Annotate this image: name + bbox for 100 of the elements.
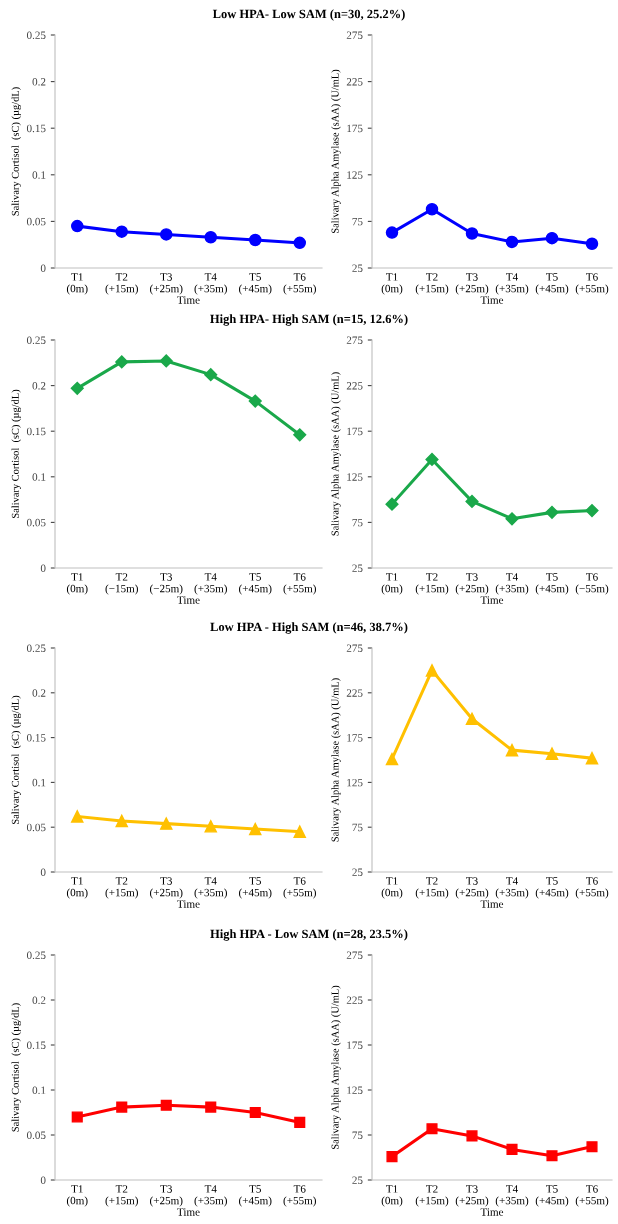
point bbox=[545, 505, 559, 519]
point bbox=[385, 497, 399, 511]
y-tick-label: 0.1 bbox=[32, 473, 46, 481]
x-tick-label: T6 (+55m) bbox=[575, 273, 609, 295]
y-axis-title: Salivary Cortisol (sC) (µg/dL) bbox=[11, 389, 21, 518]
y-axis-title: Salivary Cortisol (sC) (µg/dL) bbox=[11, 1003, 21, 1132]
x-tick-label: T6 (+55m) bbox=[283, 1185, 316, 1207]
point bbox=[425, 664, 439, 677]
y-tick-label: 275 bbox=[346, 31, 363, 39]
point bbox=[115, 225, 129, 238]
x-axis-title: Time bbox=[177, 900, 200, 908]
point bbox=[586, 1141, 598, 1153]
x-tick-label: T3 (+25m) bbox=[455, 1185, 489, 1207]
point bbox=[505, 235, 519, 249]
y-axis-title: Salivary Cortisol (sC) (µg/dL) bbox=[11, 695, 21, 824]
point bbox=[545, 231, 559, 245]
point bbox=[204, 820, 218, 833]
y-tick-label: 75 bbox=[352, 518, 363, 527]
point bbox=[115, 355, 129, 369]
point bbox=[293, 428, 307, 442]
x-tick-label: T5 (+45m) bbox=[239, 273, 272, 295]
point bbox=[385, 226, 399, 239]
x-tick-label: T4 (+35m) bbox=[194, 1185, 227, 1207]
point bbox=[70, 219, 84, 233]
x-tick-label: T2 (+15m) bbox=[415, 877, 449, 899]
x-tick-label: T3 (+25m) bbox=[455, 877, 489, 899]
point bbox=[249, 1106, 261, 1119]
point bbox=[204, 368, 218, 382]
point bbox=[425, 452, 439, 467]
x-tick-label: T5 (+45m) bbox=[535, 1185, 569, 1207]
x-tick-label: T4 (+35m) bbox=[495, 877, 529, 899]
y-tick-label: 0 bbox=[40, 564, 46, 572]
chart-title: Low HPA- Low SAM (n=30, 25.2%) bbox=[212, 9, 405, 21]
y-tick-label: 0.25 bbox=[26, 31, 46, 40]
point bbox=[160, 1099, 172, 1111]
y-tick-label: 0.2 bbox=[32, 382, 46, 390]
x-tick-label: T5 (+45m) bbox=[535, 877, 569, 899]
y-tick-label: 0.2 bbox=[32, 996, 46, 1005]
x-tick-label: T1 (0m) bbox=[66, 573, 88, 595]
x-tick-label: T4 (+35m) bbox=[495, 273, 529, 295]
y-tick-label: 175 bbox=[347, 427, 363, 436]
point bbox=[248, 233, 262, 247]
point bbox=[116, 1101, 128, 1113]
x-tick-label: T1 (0m) bbox=[66, 273, 88, 295]
y-tick-label: 75 bbox=[352, 1131, 363, 1139]
x-tick-label: T4 (+35m) bbox=[194, 573, 227, 595]
y-tick-label: 0.15 bbox=[26, 427, 46, 436]
x-tick-label: T2 (+15m) bbox=[105, 273, 138, 295]
y-tick-label: 0 bbox=[40, 868, 46, 876]
x-tick-label: T6 (+55m) bbox=[283, 573, 316, 595]
x-tick-label: T1 (0m) bbox=[381, 573, 403, 595]
y-tick-label: 25 bbox=[352, 564, 363, 572]
chart-title: High HPA - Low SAM (n=28, 23.5%) bbox=[210, 929, 408, 941]
y-tick-label: 275 bbox=[346, 644, 363, 652]
y-tick-label: 0.25 bbox=[26, 336, 46, 345]
y-axis-title: Salivary Alpha Amylase (sAA) (U/mL) bbox=[331, 69, 341, 233]
point bbox=[585, 751, 599, 765]
point bbox=[204, 230, 218, 244]
point bbox=[585, 503, 599, 518]
point bbox=[294, 1116, 306, 1128]
y-tick-label: 225 bbox=[346, 689, 363, 697]
x-tick-label: T6 (+55m) bbox=[283, 877, 316, 899]
y-tick-label: 0.2 bbox=[32, 689, 46, 697]
y-tick-label: 0.15 bbox=[26, 1041, 46, 1050]
x-tick-label: T2 (−15m) bbox=[105, 573, 138, 595]
y-tick-label: 125 bbox=[347, 778, 363, 787]
point bbox=[293, 825, 307, 838]
x-tick-label: T3 (+25m) bbox=[455, 273, 489, 295]
y-tick-label: 0 bbox=[40, 264, 46, 272]
point bbox=[71, 1111, 83, 1123]
chart-title: Low HPA - High SAM (n=46, 38.7%) bbox=[210, 622, 408, 634]
y-tick-label: 225 bbox=[346, 996, 363, 1004]
x-tick-label: T4 (+35m) bbox=[495, 573, 529, 595]
x-tick-label: T2 (+15m) bbox=[415, 573, 449, 595]
y-axis-title: Salivary Cortisol (sC) (µg/dL) bbox=[11, 87, 21, 216]
x-tick-label: T1 (0m) bbox=[381, 273, 403, 295]
y-tick-label: 0.15 bbox=[26, 734, 46, 742]
point bbox=[159, 354, 173, 368]
x-tick-label: T6 (+55m) bbox=[575, 1185, 609, 1207]
x-tick-label: T1 (0m) bbox=[66, 877, 88, 899]
x-tick-label: T3 (+25m) bbox=[455, 573, 489, 595]
y-tick-label: 175 bbox=[347, 1041, 363, 1049]
y-tick-label: 175 bbox=[347, 734, 363, 742]
y-axis-title: Salivary Alpha Amylase (sAA) (U/mL) bbox=[331, 678, 341, 842]
x-tick-label: T1 (0m) bbox=[66, 1185, 88, 1207]
point bbox=[546, 1150, 558, 1162]
x-tick-label: T4 (+35m) bbox=[495, 1185, 529, 1207]
point bbox=[248, 394, 262, 408]
y-tick-label: 225 bbox=[346, 382, 363, 390]
x-tick-label: T5 (+45m) bbox=[535, 573, 569, 595]
y-tick-label: 225 bbox=[346, 78, 363, 86]
x-axis-title: Time bbox=[480, 1208, 504, 1216]
x-axis-title: Time bbox=[480, 596, 504, 604]
y-axis-title: Salivary Alpha Amylase (sAA) (U/mL) bbox=[331, 985, 341, 1149]
y-tick-label: 175 bbox=[347, 124, 363, 133]
x-tick-label: T4 (+35m) bbox=[194, 877, 227, 899]
x-tick-label: T1 (0m) bbox=[381, 1185, 403, 1207]
x-tick-label: T4 (+35m) bbox=[194, 273, 227, 295]
x-axis-title: Time bbox=[480, 296, 504, 304]
y-tick-label: 0.25 bbox=[26, 644, 46, 653]
